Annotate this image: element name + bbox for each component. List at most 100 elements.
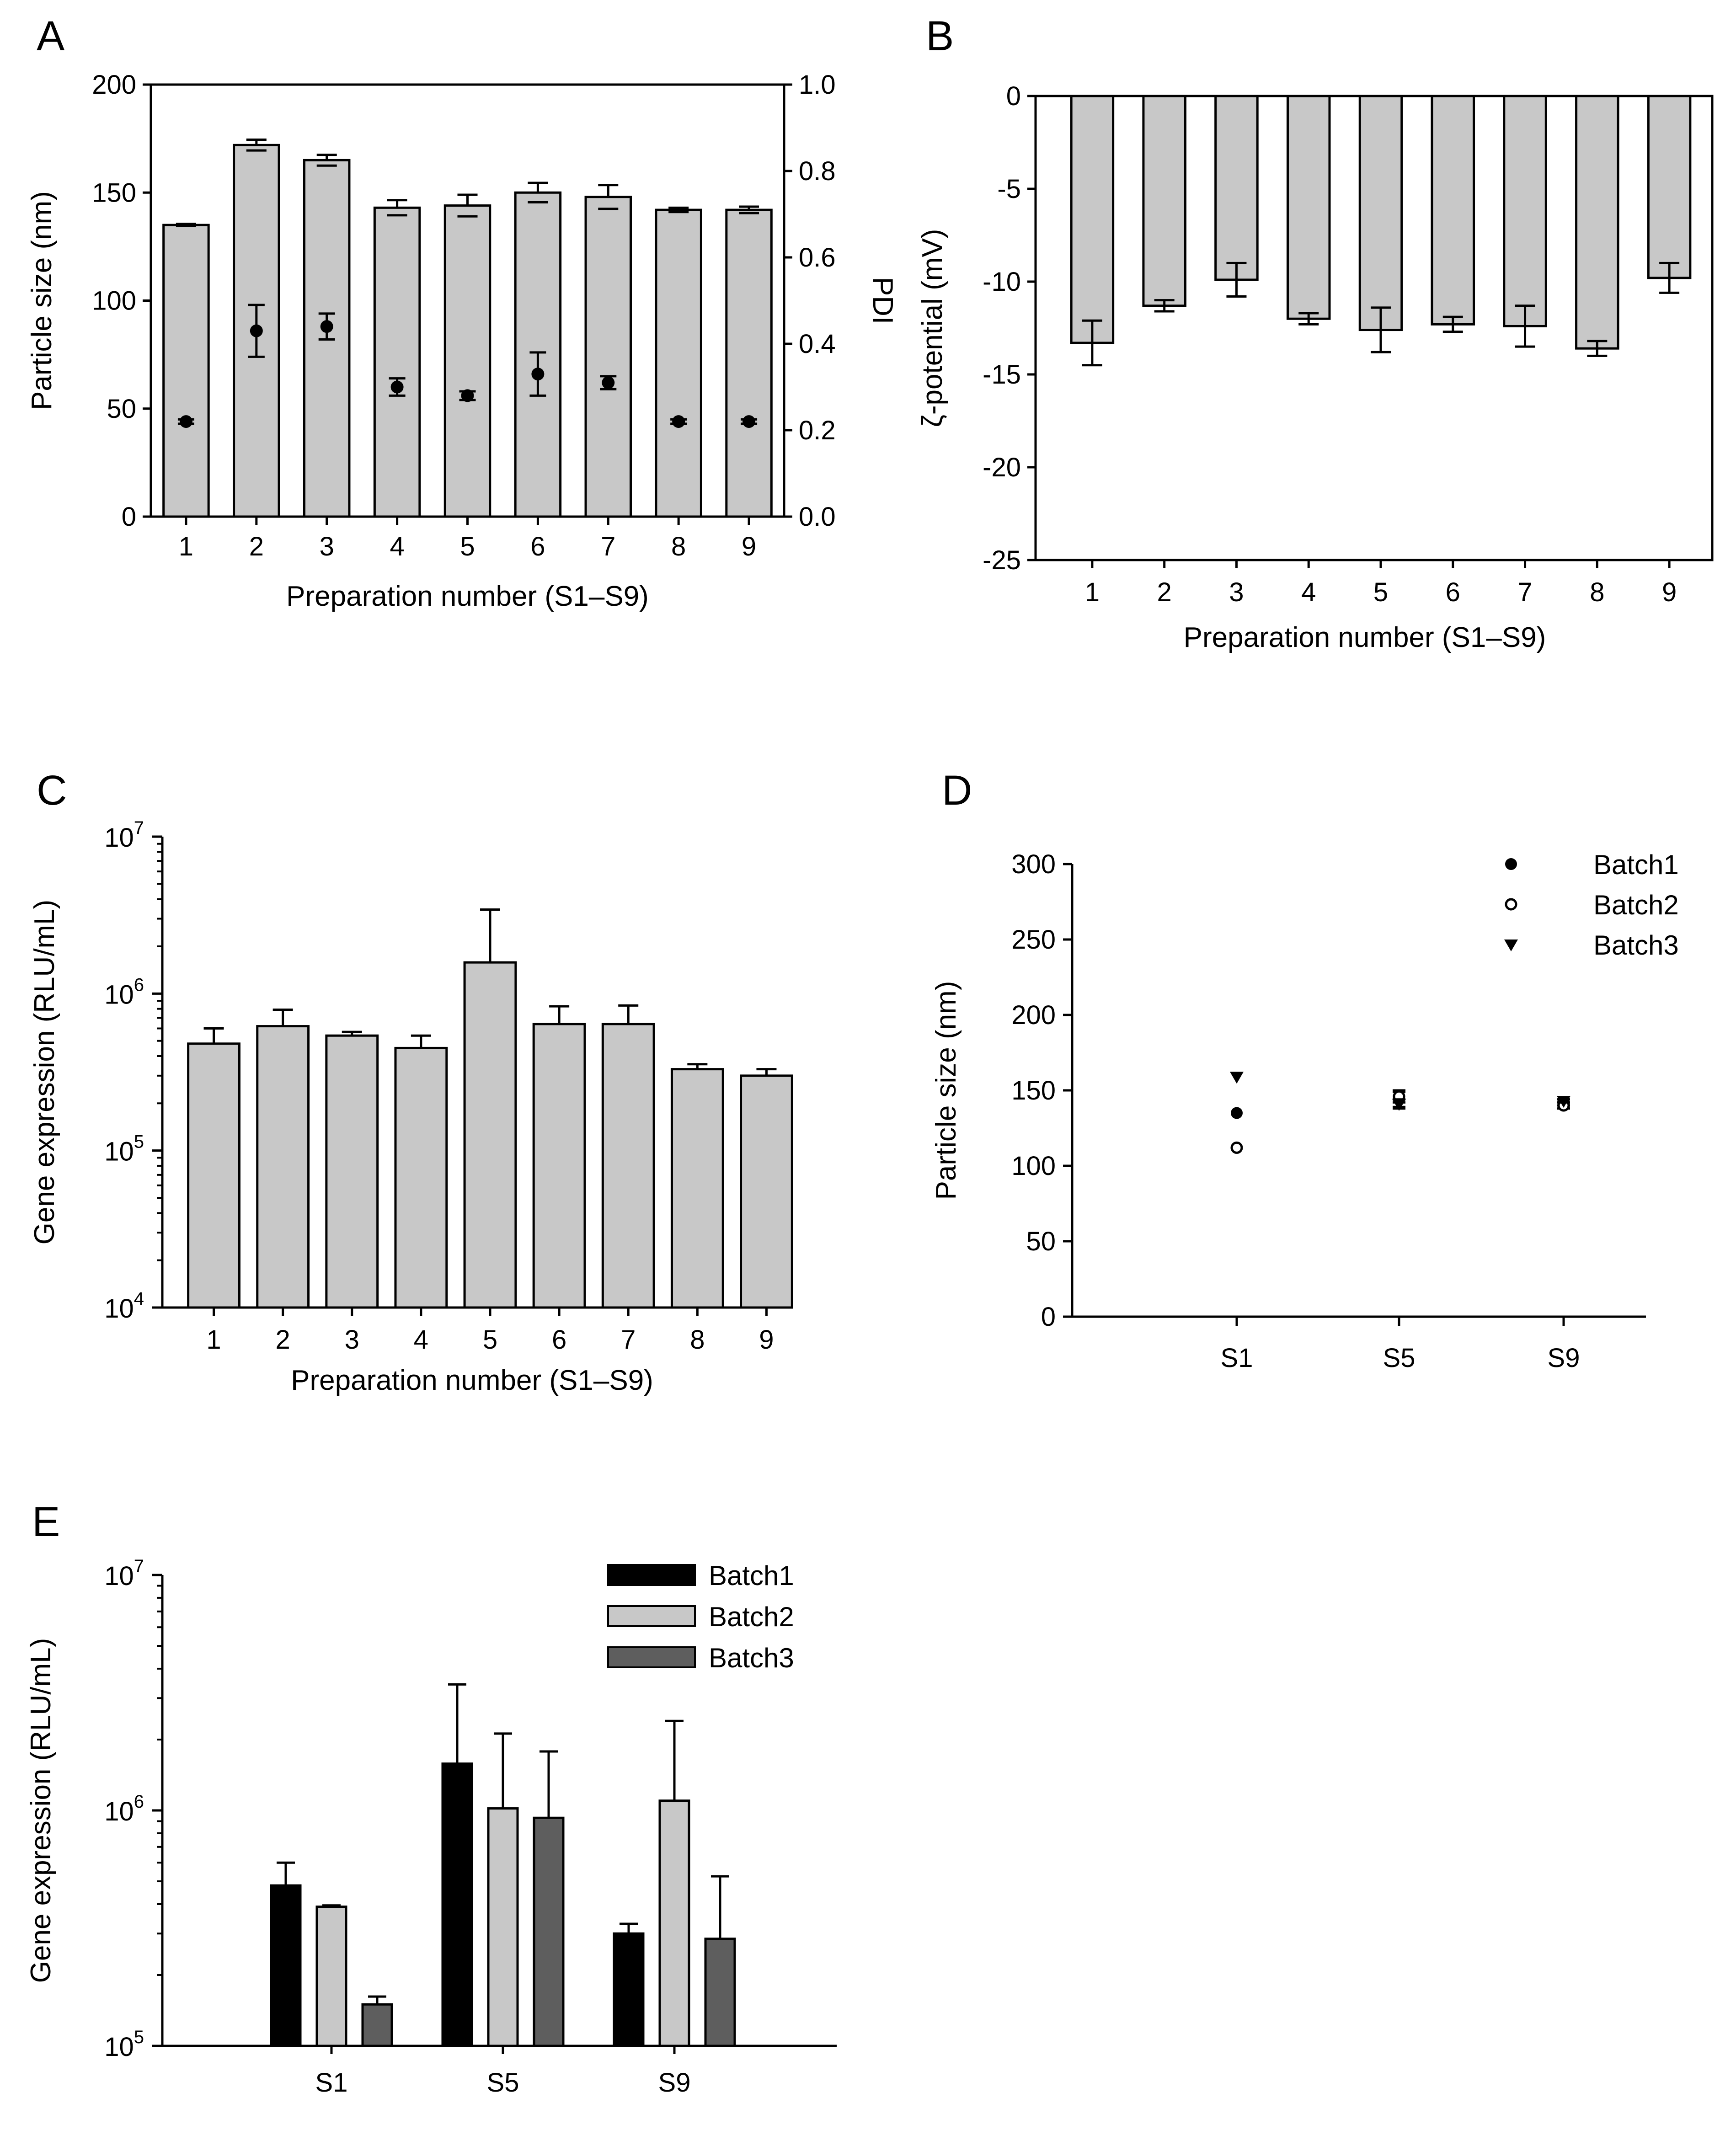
x-tick-label: 7 (1517, 577, 1532, 607)
y-tick-label: 106 (104, 1792, 144, 1826)
y-tick-label: -5 (997, 174, 1021, 204)
y-tick-label: 0 (122, 502, 136, 532)
pdi-point-1 (179, 415, 192, 428)
bar-1 (187, 1042, 240, 1309)
legend-label-Batch2: Batch2 (1593, 890, 1679, 920)
y-axis-title: Particle size (nm) (26, 191, 58, 410)
y-tick-label: 150 (92, 178, 136, 208)
x-tick-label: 1 (206, 1325, 221, 1355)
legend-swatch-Batch2 (607, 1605, 696, 1627)
legend-label-Batch1: Batch1 (1593, 849, 1679, 880)
bar-1 (1070, 95, 1115, 344)
bar-7 (1503, 95, 1547, 327)
bar-4 (373, 206, 421, 518)
x-tick-label: 4 (1301, 577, 1316, 607)
y-tick-label: 104 (104, 1289, 144, 1324)
bar-4 (1286, 95, 1331, 320)
panel-c: C 1 2 3 4 5 6 7 8 9 104 105 106 107 Preparation number… (29, 767, 793, 1396)
x-tick-label: 9 (742, 532, 756, 561)
x-tick-label: 3 (345, 1325, 359, 1355)
bar-9 (740, 1074, 793, 1309)
bar-9 (725, 208, 773, 518)
y-tick-label: 300 (1011, 849, 1056, 879)
x-tick-label: 5 (483, 1325, 497, 1355)
x-tick-label: S5 (487, 2068, 519, 2098)
x-tick-label: 7 (601, 532, 615, 561)
x-tick-label: S9 (658, 2068, 691, 2098)
panel-b: B 1 2 3 4 5 6 7 8 9 0 -5 -10 -15 -20 -25 Preparation num… (917, 13, 1714, 653)
legend-label-Batch2: Batch2 (709, 1602, 794, 1632)
panel-e: E S1 S5 S9 105 106 107 Batch1 Batch2 Batch3 Gene e… (25, 1499, 837, 2098)
x-tick-label: 8 (690, 1325, 705, 1355)
y-axis-title: Gene expression (RLU/mL) (25, 1638, 57, 1983)
y-tick-label: 106 (104, 975, 144, 1009)
x-tick-label: 2 (1157, 577, 1172, 607)
bar-8 (670, 1068, 724, 1309)
point-Batch1-S1 (1231, 1107, 1243, 1119)
x-tick-label: 8 (671, 532, 686, 561)
bar-4 (394, 1046, 448, 1309)
x-tick-label: 1 (1085, 577, 1100, 607)
y-tick-label: 107 (104, 818, 144, 853)
pdi-point-9 (742, 415, 756, 428)
panel-letter: D (942, 767, 972, 814)
y2-tick-label: 0.8 (799, 156, 836, 186)
legend-label-Batch3: Batch3 (709, 1643, 794, 1673)
x-axis-title: Preparation number (S1–S9) (1184, 622, 1546, 653)
x-tick-label: S1 (315, 2068, 348, 2098)
bar-Batch1-S5 (441, 1762, 473, 2047)
y-tick-label: 50 (107, 394, 136, 424)
x-tick-label: S1 (1221, 1343, 1253, 1373)
y-tick-label: 105 (104, 1132, 144, 1167)
y-tick-label: 0 (1041, 1302, 1056, 1332)
bar-9 (1647, 95, 1692, 279)
bar-Batch3-S5 (533, 1816, 565, 2047)
x-tick-label: 4 (414, 1325, 428, 1355)
x-tick-label: 5 (460, 532, 475, 561)
legend-label-Batch1: Batch1 (709, 1560, 794, 1591)
x-tick-label: 2 (249, 532, 264, 561)
bar-5 (1358, 95, 1403, 331)
y-tick-label: -15 (983, 360, 1021, 390)
bar-1 (162, 224, 210, 518)
bar-Batch2-S9 (658, 1799, 690, 2047)
y2-tick-label: 0.0 (799, 502, 836, 532)
pdi-point-6 (531, 368, 545, 381)
y2-tick-label: 0.4 (799, 329, 836, 359)
y-tick-label: 200 (92, 70, 136, 100)
legend-marker-Batch3 (1504, 940, 1518, 951)
plot-frame (1034, 95, 1714, 561)
panel-d: D 0 50 100 150 200 250 300 S1 S5 S9 Batch1 Batch2 Bat… (930, 767, 1679, 1373)
pdi-point-3 (320, 320, 333, 333)
point-Batch3-S9 (1557, 1096, 1570, 1108)
x-tick-label: S9 (1548, 1343, 1580, 1373)
panel-letter: B (926, 13, 954, 59)
legend-swatch-Batch3 (607, 1646, 696, 1668)
y-tick-label: 100 (92, 286, 136, 316)
y-axis-title: Particle size (nm) (930, 981, 962, 1200)
panel-a: A 1 2 3 4 5 6 7 8 9 0 50 100 150 200 0.0 0.2 0.4 0.6 0.8 1.0… (26, 13, 898, 612)
panel-letter: A (37, 13, 65, 59)
pdi-point-4 (390, 380, 404, 394)
y-tick-label: 250 (1011, 925, 1056, 955)
bar-2 (256, 1025, 310, 1309)
y-axis-title: ζ-potential (mV) (917, 229, 948, 427)
y-tick-label: -10 (983, 267, 1021, 297)
bar-5 (463, 961, 517, 1309)
x-tick-label: 6 (530, 532, 545, 561)
bar-7 (601, 1023, 655, 1309)
pdi-point-8 (672, 415, 685, 428)
x-tick-label: 7 (621, 1325, 636, 1355)
y-tick-label: 200 (1011, 1000, 1056, 1030)
point-Batch3-S1 (1230, 1072, 1244, 1084)
x-tick-label: 6 (1446, 577, 1460, 607)
bar-6 (532, 1023, 586, 1309)
x-tick-label: 1 (179, 532, 193, 561)
y-tick-label: 0 (1006, 81, 1021, 111)
y-tick-label: 107 (104, 1556, 144, 1591)
pdi-point-2 (250, 324, 263, 337)
y-tick-label: -25 (983, 545, 1021, 575)
x-tick-label: 2 (276, 1325, 290, 1355)
bar-Batch3-S1 (361, 2003, 393, 2047)
x-tick-label: 9 (1662, 577, 1677, 607)
